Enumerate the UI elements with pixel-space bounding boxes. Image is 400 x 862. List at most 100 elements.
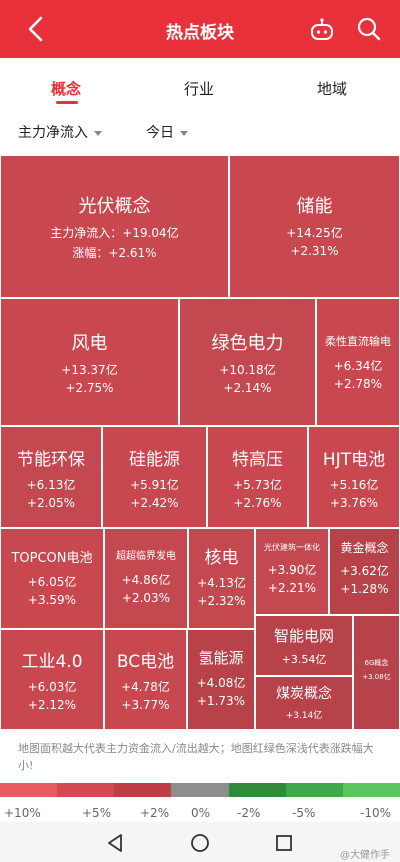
system-nav-bar (0, 822, 400, 862)
tile-bc-battery[interactable]: BC电池 +4.78亿 +3.77% (104, 629, 187, 730)
tile-change: 涨幅：+2.61% (72, 246, 157, 260)
tile-inflow: +6.13亿 (26, 478, 76, 492)
tile-ultra-supercritical[interactable]: 超超临界发电 +4.86亿 +2.03% (104, 528, 188, 629)
tile-inflow: +4.08亿 (196, 676, 246, 690)
legend-label: 0% (191, 806, 211, 820)
tile-name: BC电池 (116, 652, 175, 672)
tile-inflow: +3.08亿 (362, 673, 391, 681)
tile-change: +1.28% (340, 582, 389, 596)
legend-swatch (342, 783, 400, 797)
tile-name: TOPCON电池 (11, 551, 93, 566)
tile-name: 光伏建筑一体化 (264, 543, 320, 552)
tile-pv-concept[interactable]: 光伏概念 主力净流入：+19.04亿 涨幅：+2.61% (0, 155, 229, 298)
chevron-down-icon (180, 130, 188, 136)
tile-inflow: +5.16亿 (329, 478, 379, 492)
tab-region[interactable]: 地域 (317, 80, 348, 98)
back-arrow-icon[interactable] (22, 14, 52, 44)
tile-6g-concept[interactable]: 6G概念 +3.08亿 (353, 615, 400, 730)
legend-swatch (285, 783, 343, 797)
nav-back-icon[interactable] (104, 832, 126, 854)
tile-inflow: +6.03亿 (27, 680, 77, 694)
tile-inflow: +5.91亿 (130, 478, 179, 492)
tile-energy-saving[interactable]: 节能环保 +6.13亿 +2.05% (0, 426, 102, 528)
tile-name: 风电 (71, 333, 108, 354)
tile-name: 绿色电力 (211, 333, 284, 354)
tile-name: 特高压 (232, 450, 283, 470)
legend-swatch (228, 783, 286, 797)
tile-inflow: +4.13亿 (197, 576, 246, 590)
tile-inflow: +3.54亿 (281, 653, 327, 666)
nav-recents-icon[interactable] (273, 832, 295, 854)
legend-swatch (114, 783, 172, 797)
tile-name: 工业4.0 (21, 652, 83, 672)
legend-label: -2% (237, 806, 261, 820)
treemap-explanation: 地图面积越大代表主力资金流入/流出越大；地图红绿色深浅代表涨跌幅大小! (18, 742, 374, 772)
tile-topcon-battery[interactable]: TOPCON电池 +6.05亿 +3.59% (0, 528, 104, 629)
tab-industry[interactable]: 行业 (184, 80, 215, 98)
tile-change: +2.05% (26, 496, 76, 510)
watermark: @大健作手 (340, 850, 390, 861)
tile-name: 6G概念 (364, 659, 389, 667)
tile-name: 黄金概念 (340, 541, 389, 555)
tile-name: 氢能源 (198, 649, 244, 667)
color-scale-legend (0, 783, 400, 797)
tile-change: +2.76% (233, 496, 282, 510)
tile-uhv[interactable]: 特高压 +5.73亿 +2.76% (207, 426, 308, 528)
tile-change: +2.21% (267, 581, 317, 595)
tile-hydrogen-energy[interactable]: 氢能源 +4.08亿 +1.73% (187, 629, 255, 730)
legend-label: -5% (292, 806, 316, 820)
active-tab-indicator (56, 101, 78, 104)
robot-assistant-icon[interactable] (309, 17, 335, 43)
tile-change: +2.78% (333, 377, 383, 391)
tile-nuclear-power[interactable]: 核电 +4.13亿 +2.32% (188, 528, 255, 629)
tile-change: +2.03% (121, 591, 171, 605)
legend-swatch (171, 783, 229, 797)
tile-name: 智能电网 (273, 627, 334, 645)
nav-home-icon[interactable] (189, 832, 211, 854)
tile-name: 煤炭概念 (276, 686, 332, 702)
tile-wind-power[interactable]: 风电 +13.37亿 +2.75% (0, 298, 179, 426)
tile-change: +3.59% (27, 593, 77, 607)
tile-inflow: +13.37亿 (61, 363, 118, 377)
tile-green-power[interactable]: 绿色电力 +10.18亿 +2.14% (179, 298, 316, 426)
tile-inflow: +6.34亿 (333, 359, 383, 373)
tile-inflow: +5.73亿 (233, 478, 282, 492)
tile-name: 储能 (296, 196, 333, 217)
metric-dropdown-label: 主力净流入 (18, 125, 88, 141)
tile-name: 核电 (204, 548, 239, 568)
tile-inflow: +3.14亿 (285, 711, 323, 721)
tile-inflow: +4.78亿 (121, 680, 170, 694)
tile-name: 硅能源 (129, 450, 180, 470)
tile-gold-concept[interactable]: 黄金概念 +3.62亿 +1.28% (329, 528, 400, 615)
tile-bipv[interactable]: 光伏建筑一体化 +3.90亿 +2.21% (255, 528, 329, 615)
tile-name: 柔性直流输电 (325, 335, 391, 348)
chevron-down-icon (94, 130, 102, 136)
category-tabs: 概念 行业 地域 (0, 58, 400, 108)
tile-smart-grid[interactable]: 智能电网 +3.54亿 (255, 615, 353, 676)
tile-change: +2.31% (290, 244, 339, 258)
tile-energy-storage[interactable]: 储能 +14.25亿 +2.31% (229, 155, 400, 298)
tile-flexible-dc[interactable]: 柔性直流输电 +6.34亿 +2.78% (316, 298, 400, 426)
tile-change: +2.75% (65, 381, 114, 395)
legend-swatch (0, 783, 58, 797)
tile-name: HJT电池 (322, 450, 386, 470)
legend-swatch (57, 783, 115, 797)
tile-name: 节能环保 (17, 450, 85, 470)
tile-hjt-battery[interactable]: HJT电池 +5.16亿 +3.76% (308, 426, 400, 528)
tile-change: +2.32% (197, 594, 246, 608)
tile-inflow: +14.25亿 (286, 226, 343, 240)
period-dropdown[interactable]: 今日 (146, 122, 188, 142)
tile-inflow: +3.62亿 (340, 564, 389, 578)
search-icon[interactable] (356, 16, 382, 42)
tile-industry-40[interactable]: 工业4.0 +6.03亿 +2.12% (0, 629, 104, 730)
legend-label: +10% (4, 806, 41, 820)
tile-inflow: +10.18亿 (219, 363, 276, 377)
color-scale-labels: +10% +5% +2% 0% -2% -5% -10% (0, 806, 400, 822)
tile-silicon-energy[interactable]: 硅能源 +5.91亿 +2.42% (102, 426, 207, 528)
tile-coal-concept[interactable]: 煤炭概念 +3.14亿 (255, 676, 353, 730)
legend-label: -10% (360, 806, 392, 820)
tile-name: 超超临界发电 (116, 551, 176, 562)
tab-concept[interactable]: 概念 (51, 80, 82, 98)
legend-label: +2% (140, 806, 170, 820)
metric-dropdown[interactable]: 主力净流入 (18, 122, 102, 142)
